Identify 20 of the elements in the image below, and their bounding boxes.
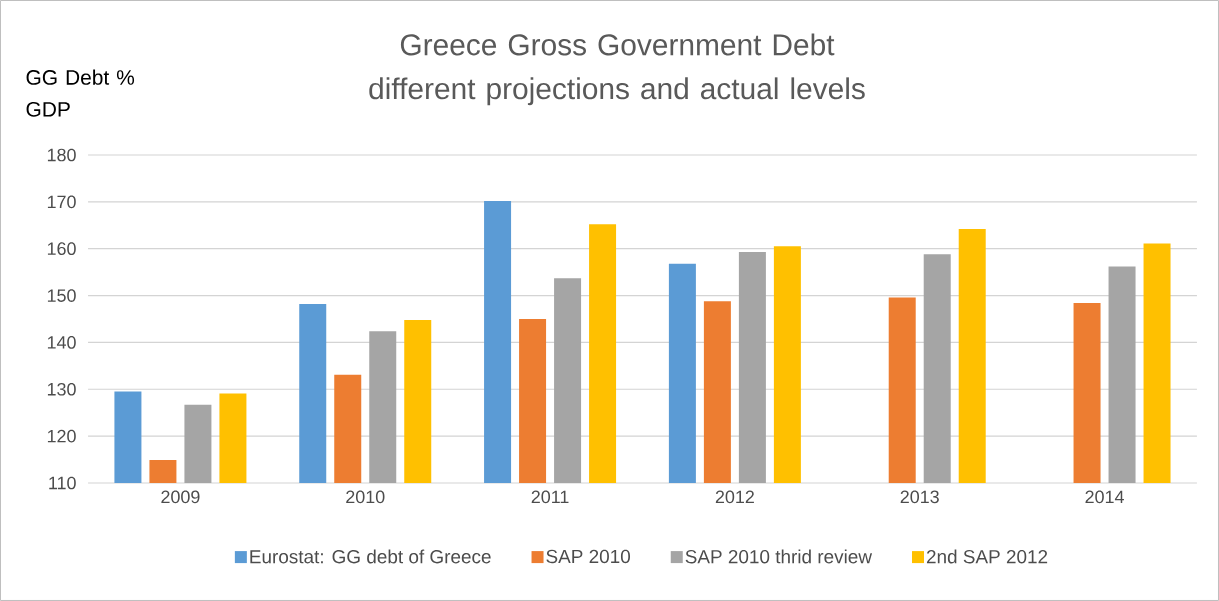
chart-title: Greece Gross Government Debt different projections and actual levels — [369, 33, 865, 106]
y-axis-title: GG Debt % GDP — [26, 69, 135, 117]
x-tick-label: 2014 — [1085, 490, 1124, 504]
legend-label: 2nd SAP 2012 — [926, 549, 1048, 564]
y-tick-label: 170 — [47, 195, 76, 209]
y-tick-label: 160 — [47, 242, 76, 256]
y-tick-label: 140 — [47, 336, 76, 349]
x-tick-label: 2011 — [531, 490, 569, 504]
y-tick-label: 150 — [47, 289, 76, 302]
y-tick-label: 110 — [49, 476, 76, 490]
legend-label: Eurostat: GG debt of Greece — [250, 549, 491, 564]
y-tick-label: 120 — [47, 429, 76, 443]
y-tick-label: 180 — [47, 148, 76, 162]
legend-label: SAP 2010 thrid review — [685, 549, 873, 564]
y-tick-label: 130 — [47, 382, 76, 396]
x-tick-label: 2010 — [346, 490, 385, 504]
x-tick-label: 2013 — [900, 490, 939, 504]
x-tick-label: 2012 — [715, 490, 754, 504]
legend-label: SAP 2010 — [546, 549, 630, 564]
x-tick-label: 2009 — [161, 490, 200, 504]
